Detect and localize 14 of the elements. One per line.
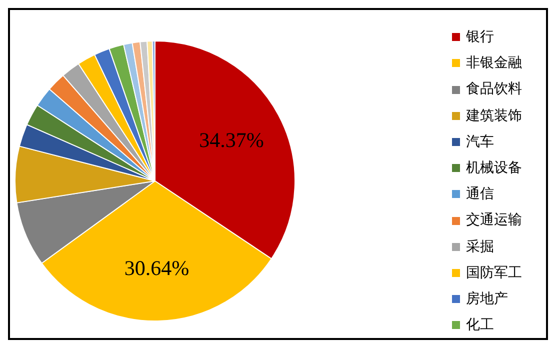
legend-label: 化工 (466, 316, 494, 336)
data-label: 34.37% (199, 128, 264, 152)
legend-label: 采掘 (466, 238, 494, 257)
legend-label: 机械设备 (466, 159, 522, 178)
legend-label: 建筑装饰 (466, 106, 522, 126)
legend-label: 国防军工 (466, 264, 522, 283)
legend-label: 房地产 (466, 290, 508, 310)
legend-label: 食品饮料 (466, 80, 522, 100)
legend-label: 交通运输 (466, 211, 522, 230)
legend-label: 非银金融 (466, 54, 522, 74)
data-label: 30.64% (124, 256, 190, 280)
legend-label: 通信 (466, 185, 494, 204)
legend-label: 汽车 (466, 132, 494, 152)
legend-label: 银行 (466, 28, 494, 47)
